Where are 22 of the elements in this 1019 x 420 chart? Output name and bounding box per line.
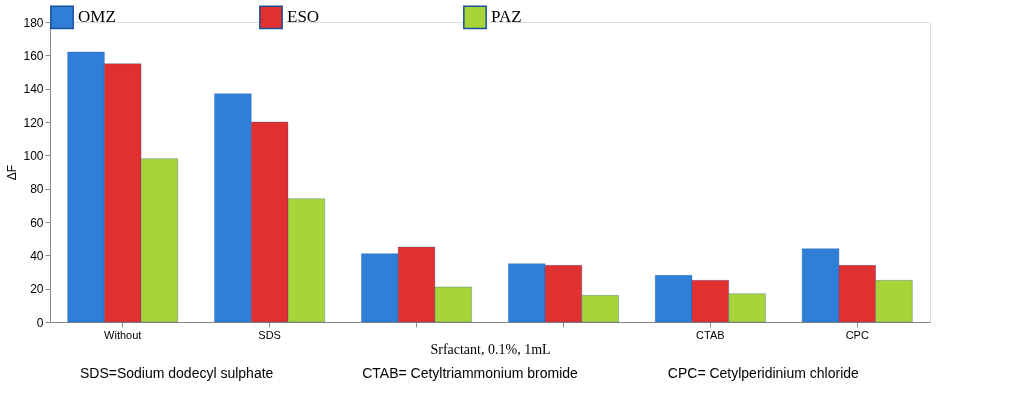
y-tick-label: 140 xyxy=(23,82,44,97)
legend-label: PAZ xyxy=(491,7,522,27)
y-tick-label: 60 xyxy=(30,215,44,230)
legend-label: ESO xyxy=(287,7,320,27)
y-tick-label: 100 xyxy=(23,148,44,163)
x-tick-label: Without xyxy=(104,328,142,341)
text: CTAB= Cetyltriammonium bromide xyxy=(362,365,579,381)
text: SDS=Sodium dodecyl sulphate xyxy=(79,365,274,381)
text: CPC= Cetylperidinium chloride xyxy=(667,365,860,381)
y-tick-label: 160 xyxy=(23,48,44,63)
legend-label: OMZ xyxy=(78,7,116,27)
y-tick-label: 20 xyxy=(30,282,44,297)
y-tick-label: 120 xyxy=(23,115,44,130)
x-tick-label: SDS xyxy=(258,328,281,341)
x-tick-label: CPC xyxy=(845,328,869,341)
x-tick-label: CTAB xyxy=(696,328,725,341)
y-tick-label: 0 xyxy=(36,315,44,330)
y-axis-title: ΔF xyxy=(5,164,20,181)
y-tick-label: 180 xyxy=(23,15,44,30)
y-tick-label: 80 xyxy=(30,182,44,197)
y-tick-label: 40 xyxy=(30,248,44,263)
x-axis-title: Srfactant, 0.1%, 1mL xyxy=(430,341,551,357)
